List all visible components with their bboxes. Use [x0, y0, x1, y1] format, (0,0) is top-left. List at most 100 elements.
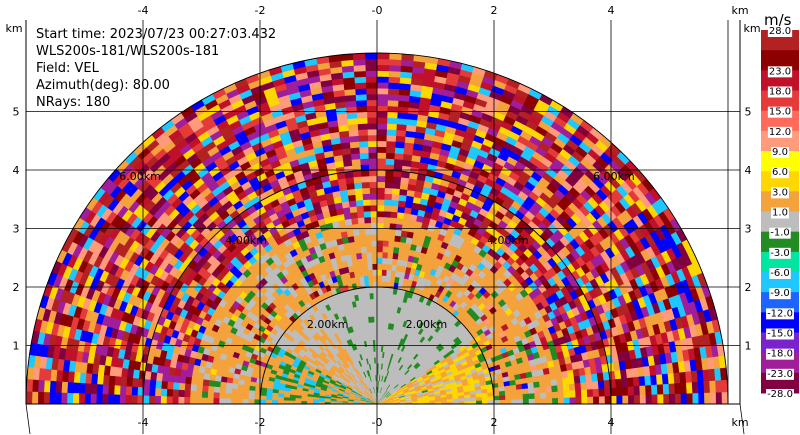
- velocity-cell: [493, 395, 501, 401]
- velocity-cell: [365, 87, 378, 95]
- velocity-cell: [371, 269, 378, 276]
- velocity-cell: [353, 181, 363, 190]
- velocity-cell: [368, 175, 378, 183]
- velocity-cell: [142, 395, 150, 405]
- velocity-cell: [592, 388, 600, 397]
- velocity-cell: [148, 395, 156, 405]
- velocity-cell: [376, 181, 386, 189]
- velocity-cell: [386, 123, 397, 131]
- velocity-cell: [353, 76, 367, 84]
- velocity-cell: [347, 123, 359, 131]
- velocity-cell: [376, 105, 388, 113]
- velocity-cell: [364, 234, 372, 241]
- velocity-cell: [355, 99, 367, 107]
- velocity-cell: [173, 375, 181, 384]
- velocity-cell: [366, 116, 378, 124]
- velocity-cell: [230, 393, 238, 400]
- velocity-cell: [348, 205, 358, 214]
- velocity-cell: [369, 204, 378, 212]
- velocity-cell: [621, 386, 629, 396]
- velocity-cell: [353, 234, 361, 243]
- velocity-cell: [365, 239, 372, 247]
- velocity-cell: [367, 140, 378, 148]
- velocity-cell: [96, 384, 104, 395]
- velocity-cell: [55, 381, 63, 394]
- velocity-cell: [476, 399, 483, 405]
- velocity-cell: [540, 391, 547, 399]
- velocity-cell: [247, 399, 255, 405]
- velocity-cell: [357, 216, 365, 224]
- velocity-cell: [101, 384, 109, 395]
- velocity-cell: [527, 387, 535, 394]
- velocity-cell: [172, 382, 180, 391]
- velocity-cell: [90, 383, 98, 395]
- velocity-cell: [66, 382, 74, 394]
- velocity-cell: [154, 388, 162, 397]
- velocity-cell: [360, 169, 370, 177]
- velocity-cell: [376, 257, 383, 265]
- velocity-cell: [195, 397, 202, 405]
- velocity-cell: [368, 181, 378, 189]
- velocity-cell: [213, 386, 221, 394]
- velocity-cell: [470, 400, 477, 405]
- velocity-cell: [376, 239, 384, 247]
- velocity-cell: [385, 134, 397, 142]
- velocity-cell: [265, 395, 273, 401]
- velocity-cell: [213, 380, 221, 388]
- velocity-cell: [376, 87, 389, 95]
- velocity-cell: [354, 82, 367, 90]
- velocity-cell: [365, 245, 373, 253]
- velocity-cell: [166, 388, 174, 398]
- velocity-cell: [686, 392, 694, 405]
- velocity-cell: [357, 128, 368, 136]
- velocity-cell: [356, 117, 368, 125]
- velocity-cell: [359, 158, 369, 166]
- velocity-cell: [184, 376, 192, 385]
- velocity-cell: [283, 397, 290, 402]
- velocity-cell: [385, 269, 392, 277]
- velocity-cell: [663, 393, 670, 405]
- velocity-cell: [382, 234, 390, 241]
- velocity-cell: [369, 187, 378, 194]
- velocity-cell: [376, 146, 387, 153]
- velocity-cell: [125, 386, 133, 396]
- velocity-cell: [366, 251, 373, 259]
- velocity-cell: [167, 374, 175, 383]
- velocity-cell: [358, 140, 369, 148]
- velocity-cell: [376, 128, 387, 136]
- velocity-cell: [125, 394, 132, 405]
- velocity-cell: [178, 375, 187, 385]
- velocity-cell: [370, 216, 378, 224]
- velocity-cell: [196, 378, 204, 387]
- velocity-cell: [387, 93, 399, 101]
- velocity-cell: [201, 391, 209, 399]
- velocity-cell: [383, 204, 392, 212]
- velocity-cell: [372, 286, 378, 294]
- velocity-cell: [237, 384, 245, 391]
- velocity-cell: [362, 204, 371, 212]
- velocity-cell: [516, 393, 524, 400]
- velocity-cell: [562, 383, 570, 392]
- velocity-cell: [113, 394, 121, 405]
- velocity-cell: [381, 263, 388, 271]
- velocity-cell: [195, 384, 203, 393]
- velocity-cell: [376, 76, 389, 83]
- velocity-cell: [357, 134, 369, 142]
- velocity-cell: [224, 393, 232, 400]
- velocity-cell: [119, 385, 127, 396]
- velocity-cell: [380, 298, 385, 306]
- velocity-cell: [376, 204, 385, 212]
- velocity-cell: [113, 385, 121, 396]
- velocity-cell: [376, 175, 386, 183]
- velocity-cell: [224, 398, 232, 405]
- velocity-cell: [373, 310, 378, 317]
- velocity-cell: [393, 234, 401, 243]
- velocity-cell: [563, 390, 571, 398]
- velocity-cell: [481, 399, 489, 405]
- velocity-cell: [544, 379, 552, 387]
- velocity-cell: [389, 216, 397, 224]
- velocity-cell: [395, 123, 407, 131]
- velocity-cell: [382, 222, 391, 230]
- velocity-cell: [248, 394, 255, 401]
- velocity-cell: [533, 386, 541, 394]
